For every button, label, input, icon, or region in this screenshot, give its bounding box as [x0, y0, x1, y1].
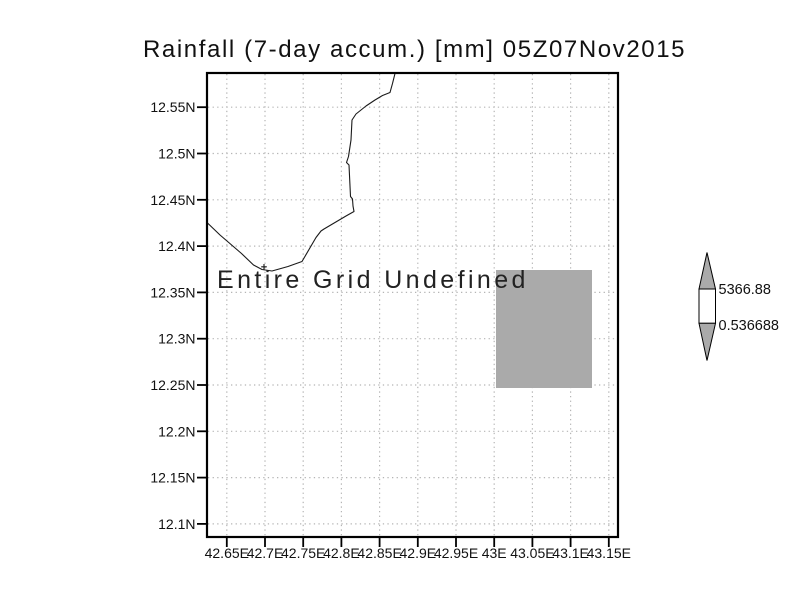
- x-axis-tick-label: 43.05E: [510, 545, 554, 561]
- y-axis-tick-label: 12.35N: [150, 284, 195, 300]
- map-frame: [205, 71, 620, 539]
- x-axis-tick-label: 42.9E: [400, 545, 437, 561]
- plot-title: Rainfall (7-day accum.) [mm] 05Z07Nov201…: [143, 36, 686, 63]
- coastline: [206, 73, 396, 272]
- colorbar-max-label: 5366.88: [719, 282, 771, 298]
- coastline-path: [206, 73, 396, 272]
- y-axis-tick-label: 12.4N: [158, 238, 195, 254]
- x-axis-ticks: [225, 538, 610, 547]
- y-axis-tick-label: 12.5N: [158, 146, 195, 162]
- y-axis-labels: 12.55N 12.5N 12.45N 12.4N 12.35N 12.3N 1…: [150, 99, 195, 532]
- colorbar-bar: [698, 288, 716, 324]
- colorbar: 5366.88 0.536688: [698, 252, 779, 361]
- y-axis-tick-label: 12.2N: [158, 423, 195, 439]
- x-axis-tick-label: 42.75E: [281, 545, 325, 561]
- y-axis-tick-label: 12.45N: [150, 192, 195, 208]
- x-axis-tick-label: 42.7E: [247, 545, 284, 561]
- x-axis-labels: 42.65E 42.7E 42.75E 42.8E 42.85E 42.9E 4…: [205, 545, 631, 561]
- x-axis-tick-label: 42.85E: [357, 545, 401, 561]
- y-axis-ticks: [197, 106, 206, 525]
- coastline-point-marker: [261, 264, 267, 270]
- x-axis-tick-label: 42.65E: [205, 545, 249, 561]
- x-axis-tick-label: 42.8E: [323, 545, 360, 561]
- y-axis-tick-label: 12.55N: [150, 99, 195, 115]
- shaded-region: [496, 270, 592, 388]
- x-axis-tick-label: 42.95E: [434, 545, 478, 561]
- y-axis-tick-label: 12.3N: [158, 331, 195, 347]
- y-axis-tick-label: 12.1N: [158, 516, 195, 532]
- y-axis-tick-label: 12.25N: [150, 377, 195, 393]
- x-axis-tick-label: 43.15E: [587, 545, 631, 561]
- colorbar-lower-arrow: [698, 322, 717, 361]
- x-axis-tick-label: 43.1E: [552, 545, 589, 561]
- colorbar-upper-arrow: [698, 252, 717, 290]
- colorbar-min-label: 0.536688: [719, 318, 779, 334]
- x-axis-tick-label: 43E: [482, 545, 507, 561]
- y-axis-tick-label: 12.15N: [150, 470, 195, 486]
- undefined-grid-label: Entire Grid Undefined: [217, 266, 529, 294]
